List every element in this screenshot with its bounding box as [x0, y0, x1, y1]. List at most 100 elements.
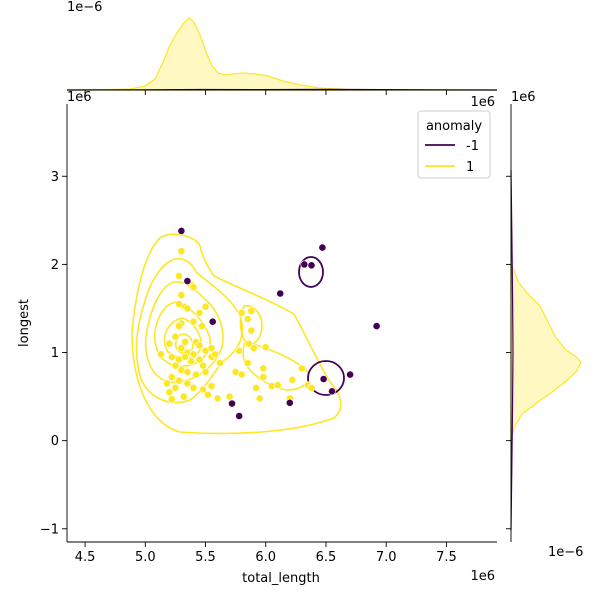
- y-tick-label: 3: [51, 170, 59, 185]
- y-axis-offset-text: 1e6: [67, 90, 92, 105]
- scatter-point-series-1: [175, 376, 183, 385]
- legend-label-1: 1: [466, 160, 474, 175]
- x-tick-label: 6.0: [255, 550, 276, 565]
- legend-label-neg1: -1: [466, 139, 479, 154]
- legend: anomaly -1 1: [417, 110, 491, 179]
- right-marginal: 1e6 1e−6: [506, 90, 583, 560]
- scatter-point-series-1: [181, 337, 189, 346]
- scatter-point-series-neg1: [285, 398, 294, 407]
- scatter-point-series-1: [177, 291, 186, 300]
- scatter-point-series-1: [225, 392, 234, 401]
- scatter-point-series-1: [171, 383, 180, 392]
- scatter-point-series-1: [237, 308, 246, 317]
- x-tick-label: 7.5: [436, 550, 457, 565]
- scatter-point-series-neg1: [318, 243, 327, 252]
- top-marginal: 1e−6: [66, 0, 498, 95]
- scatter-point-series-1: [171, 361, 180, 370]
- y-axis-label: longest: [17, 299, 32, 347]
- scatter-point-series-1: [203, 390, 212, 399]
- scatter-point-series-1: [189, 383, 198, 392]
- scatter-point-series-1: [207, 382, 216, 390]
- scatter-point-series-1: [179, 392, 188, 401]
- scatter-point-series-neg1: [372, 322, 381, 330]
- scatter-point-series-1: [175, 322, 183, 330]
- scatter-point-series-1: [156, 350, 165, 359]
- scatter-point-series-1: [177, 344, 186, 352]
- scatter-point-series-1: [261, 343, 270, 352]
- x-axis-offset-text: 1e6: [470, 569, 495, 584]
- scatter-point-series-1: [165, 339, 174, 348]
- right-marginal-kde-1: [510, 263, 582, 441]
- scatter-point-series-neg1: [346, 370, 354, 379]
- scatter-point-series-1: [237, 370, 246, 379]
- scatter-point-series-1: [195, 341, 204, 350]
- kde-contour: [307, 360, 345, 396]
- scatter-point-series-1: [207, 344, 216, 352]
- kde-contour: [135, 257, 244, 404]
- scatter-point-series-1: [249, 344, 258, 352]
- kde-contour: [239, 304, 263, 346]
- scatter-point-series-neg1: [228, 399, 236, 408]
- scatter-point-series-neg1: [328, 387, 336, 396]
- kde-contours-series-neg1: [298, 256, 345, 396]
- x-axis-ticks: 4.5 5.0 5.5 6.0 6.5 7.0 7.5: [75, 542, 457, 565]
- scatter-point-series-1: [167, 373, 176, 382]
- scatter-point-series-1: [244, 339, 253, 348]
- y-tick-label: −1: [40, 522, 59, 537]
- right-marginal-kde-neg1: [510, 169, 514, 531]
- y-axis-ticks: −1 0 1 2 3: [40, 170, 67, 537]
- scatter-point-series-1: [213, 394, 222, 403]
- scatter-point-series-1: [216, 359, 224, 367]
- scatter-point-series-1: [199, 385, 207, 394]
- scatter-point-series-1: [288, 375, 297, 384]
- x-tick-label: 4.5: [75, 550, 96, 565]
- scatter-point-series-1: [273, 381, 282, 389]
- scatter-point-series-1: [189, 317, 198, 326]
- x-axis-label: total_length: [242, 571, 320, 586]
- scatter-point-series-neg1: [300, 260, 309, 269]
- scatter-point-series-neg1: [319, 375, 328, 383]
- right-marginal-y-offset-text: 1e6: [511, 90, 536, 105]
- x-tick-label: 7.0: [376, 550, 397, 565]
- scatter-point-series-1: [177, 247, 186, 256]
- scatter-point-series-1: [243, 315, 252, 323]
- scatter-point-series-neg1: [183, 277, 192, 285]
- scatter-point-series-1: [175, 271, 183, 280]
- right-marginal-offset-text: 1e−6: [548, 545, 583, 560]
- top-marginal-offset-text: 1e−6: [67, 0, 102, 15]
- x-tick-label: 6.5: [316, 550, 337, 565]
- legend-title: anomaly: [426, 119, 482, 134]
- main-axes: 4.5 5.0 5.5 6.0 6.5 7.0 7.5 −1 0 1 2 3 total_lengt…: [17, 90, 497, 586]
- x-tick-label: 5.0: [135, 550, 156, 565]
- x-axis-offset-text-top: 1e6: [470, 95, 495, 110]
- scatter-point-series-1: [189, 283, 198, 292]
- scatter-point-series-1: [183, 379, 192, 388]
- kde-contour: [131, 233, 342, 435]
- scatter-point-series-neg1: [276, 289, 285, 298]
- scatter-point-series-1: [181, 352, 189, 361]
- x-tick-label: 5.5: [195, 550, 216, 565]
- y-tick-label: 0: [51, 434, 59, 449]
- kde-contour: [298, 256, 324, 288]
- kde-contour: [242, 341, 310, 391]
- scatter-point-series-1: [247, 326, 256, 335]
- scatter-point-series-1: [247, 307, 256, 315]
- scatter-points: [156, 226, 381, 420]
- kde-contours-series-1: [131, 233, 342, 435]
- scatter-point-series-1: [235, 346, 244, 355]
- scatter-point-series-1: [252, 383, 260, 392]
- scatter-point-series-1: [189, 350, 198, 359]
- scatter-point-series-1: [195, 308, 204, 317]
- top-marginal-kde-1: [66, 17, 497, 91]
- scatter-point-series-1: [165, 388, 174, 397]
- scatter-point-series-neg1: [307, 261, 316, 270]
- scatter-point-series-neg1: [208, 317, 217, 326]
- scatter-point-series-1: [191, 370, 200, 379]
- scatter-point-series-1: [195, 355, 204, 364]
- scatter-point-series-1: [297, 364, 306, 373]
- scatter-point-series-1: [183, 367, 192, 376]
- scatter-point-series-1: [167, 352, 176, 361]
- y-tick-label: 1: [51, 346, 59, 361]
- scatter-point-series-1: [171, 332, 180, 341]
